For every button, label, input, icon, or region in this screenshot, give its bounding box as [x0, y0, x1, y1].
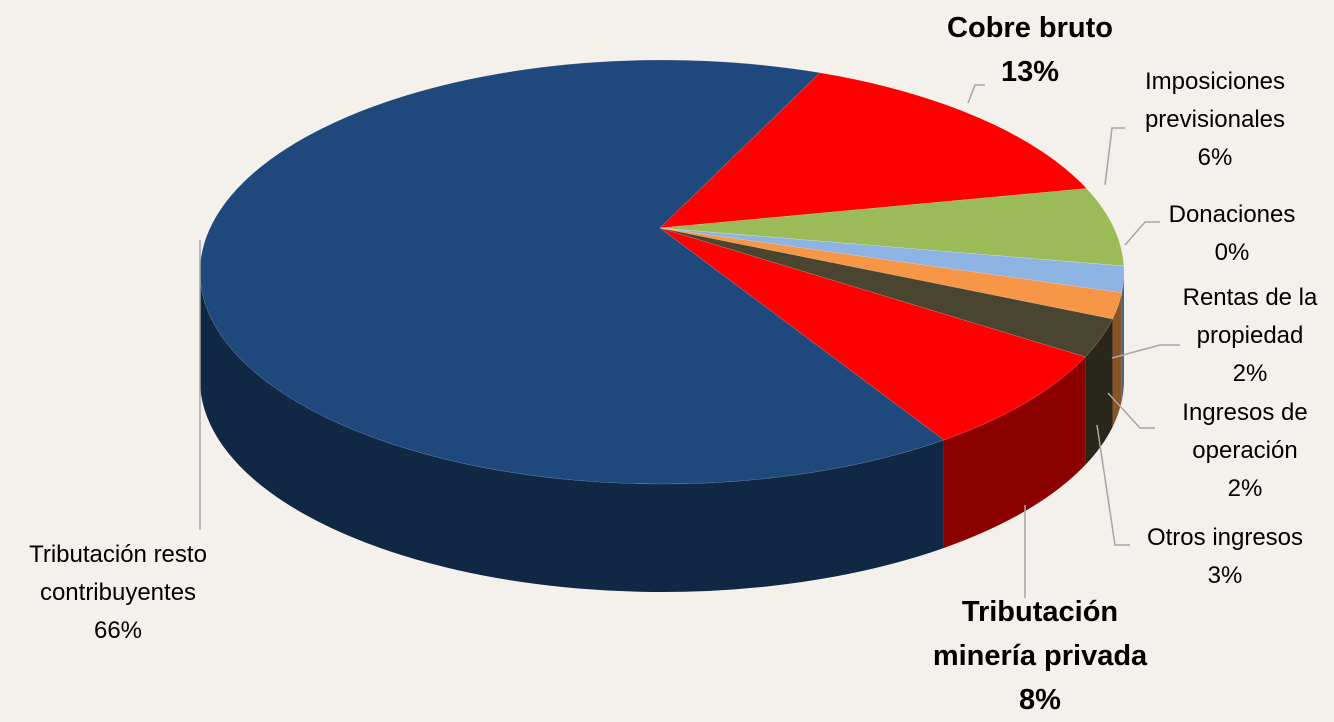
slice-side — [1121, 272, 1124, 401]
slice — [659, 227, 1113, 358]
category-label: Tributación resto contribuyentes — [29, 541, 207, 606]
slice — [659, 227, 1125, 293]
slice — [659, 188, 1125, 267]
slice-side — [1112, 292, 1122, 427]
slice — [659, 72, 1088, 229]
leader-line — [1096, 424, 1130, 546]
data-label: Imposiciones previsionales 6% — [1115, 63, 1315, 177]
slice — [659, 227, 1123, 320]
data-label: Rentas de la propiedad 2% — [1160, 279, 1334, 393]
category-label: Imposiciones previsionales — [1144, 68, 1286, 133]
category-label: Tributación minería privada — [932, 596, 1148, 672]
leader-line — [1124, 221, 1160, 246]
slice — [659, 227, 1086, 441]
value-label: 2% — [1227, 475, 1263, 502]
category-label: Rentas de la propiedad — [1182, 284, 1318, 349]
value-label: 6% — [1197, 144, 1233, 171]
value-label: 66% — [93, 617, 143, 644]
leader-line — [1107, 392, 1155, 429]
category-label: Otros ingresos — [1146, 524, 1304, 551]
data-label: Ingresos de operación 2% — [1155, 394, 1334, 508]
data-label: Donaciones 0% — [1142, 196, 1322, 272]
category-label: Donaciones — [1168, 201, 1296, 228]
data-label: Tributación resto contribuyentes 66% — [3, 536, 233, 650]
data-label: Otros ingresos 3% — [1125, 519, 1325, 595]
slice — [199, 59, 945, 485]
slice-side — [200, 272, 944, 592]
value-label: 2% — [1232, 360, 1268, 387]
value-label: 8% — [1019, 684, 1061, 716]
category-label: Ingresos de operación — [1182, 399, 1308, 464]
leader-line — [1104, 127, 1125, 186]
slice-side — [943, 356, 1086, 548]
leader-line — [967, 84, 985, 104]
category-label: Cobre bruto — [947, 12, 1113, 44]
value-label: 0% — [1214, 239, 1250, 266]
leader-line — [1111, 344, 1180, 359]
data-label: Tributación minería privada 8% — [910, 590, 1170, 722]
value-label: 13% — [1000, 56, 1060, 88]
data-label: Cobre bruto 13% — [910, 6, 1150, 94]
slice-side — [1085, 318, 1113, 465]
value-label: 3% — [1207, 562, 1243, 589]
